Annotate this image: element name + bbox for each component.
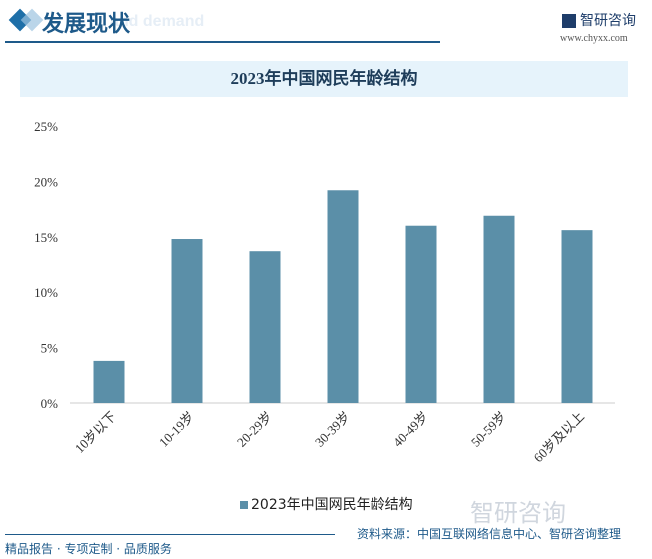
legend-label: 2023年中国网民年龄结构 (251, 497, 413, 513)
y-tick-label: 20% (34, 174, 58, 189)
brand-url: www.chyxx.com (560, 33, 628, 44)
y-tick-label: 10% (34, 285, 58, 300)
x-tick-label: 10岁以下 (72, 409, 119, 456)
brand-logo: 智研咨询 (562, 10, 636, 30)
source-note: 资料来源：中国互联网络信息中心、智研咨询整理 (357, 527, 622, 541)
bar (249, 251, 281, 403)
bar (93, 360, 125, 403)
x-tick-label: 30-39岁 (312, 409, 353, 450)
bar (327, 190, 359, 403)
x-tick-label: 50-59岁 (468, 409, 509, 450)
y-tick-label: 0% (41, 396, 59, 411)
x-tick-label: 20-29岁 (234, 409, 275, 450)
header-divider (5, 41, 440, 43)
slogan: 精品报告 · 专项定制 · 品质服务 (5, 542, 172, 556)
section-title: 发展现状 (42, 12, 131, 37)
x-tick-label: 10-19岁 (156, 409, 197, 450)
legend-swatch (240, 501, 248, 509)
y-tick-label: 25% (34, 119, 58, 134)
header-ghost-text: and demand (110, 13, 205, 30)
y-tick-label: 15% (34, 230, 58, 245)
bar (405, 225, 437, 403)
bar (561, 230, 593, 403)
y-tick-label: 5% (41, 341, 59, 356)
x-tick-label: 60岁及以上 (531, 409, 588, 466)
x-tick-label: 40-49岁 (390, 409, 431, 450)
watermark-logo: 智研咨询 (470, 499, 566, 527)
chart-title: 2023年中国网民年龄结构 (20, 61, 628, 97)
legend: 2023年中国网民年龄结构 (240, 494, 413, 514)
bar (171, 239, 203, 403)
logo-icon (562, 14, 576, 28)
bar (483, 215, 515, 403)
brand-name: 智研咨询 (580, 13, 636, 29)
footer-divider (5, 534, 335, 535)
